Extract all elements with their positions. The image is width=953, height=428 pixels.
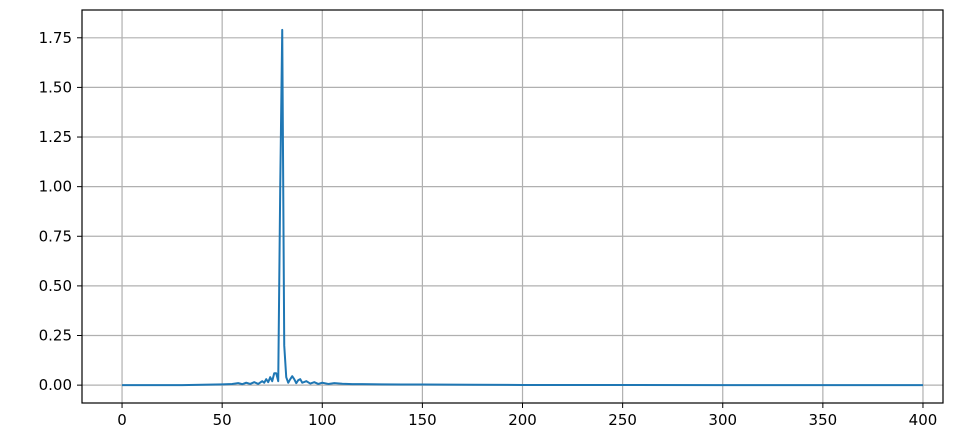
y-tick-label: 0.75 xyxy=(39,227,72,245)
y-tick-label: 1.25 xyxy=(39,128,72,146)
x-tick-label: 400 xyxy=(909,411,938,428)
x-tick-label: 150 xyxy=(408,411,437,428)
x-tick-label: 0 xyxy=(117,411,127,428)
y-tick-label: 1.00 xyxy=(39,178,72,196)
y-tick-label: 1.50 xyxy=(39,78,72,96)
ticks: 0 50 100 150 200 250 300 350 400 0.00 0.25 0.50 0.75… xyxy=(39,29,938,428)
series-line xyxy=(122,28,923,387)
x-tick-label: 300 xyxy=(708,411,737,428)
y-tick-label: 1.75 xyxy=(39,29,72,47)
x-tick-label: 200 xyxy=(508,411,537,428)
x-tick-label: 250 xyxy=(608,411,637,428)
plot-frame xyxy=(81,9,944,404)
y-tick-label: 0.25 xyxy=(39,327,72,345)
y-tick-label: 0.50 xyxy=(39,277,72,295)
y-tick-label: 0.00 xyxy=(39,376,72,394)
x-tick-label: 350 xyxy=(809,411,838,428)
series-layer xyxy=(122,28,923,387)
x-tick-label: 50 xyxy=(213,411,232,428)
x-tick-label: 100 xyxy=(308,411,337,428)
grid xyxy=(82,10,943,403)
